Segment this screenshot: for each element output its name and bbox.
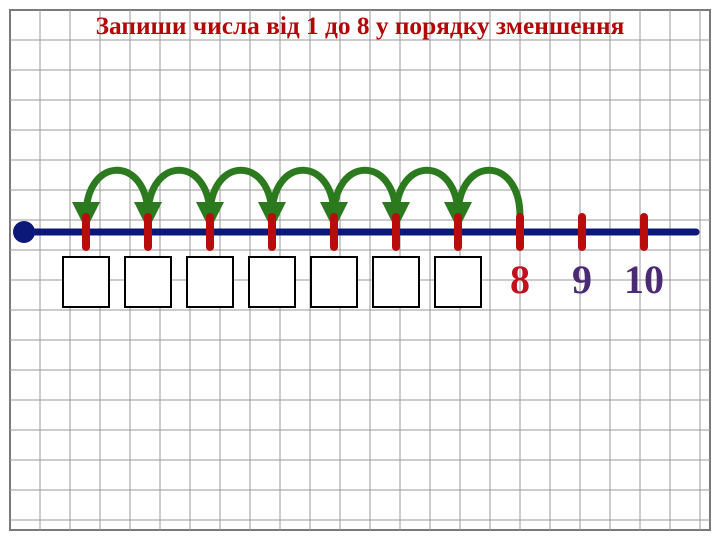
tick-label: 8 xyxy=(510,256,530,303)
worksheet-page: Запиши числа від 1 до 8 у порядку зменше… xyxy=(0,0,720,540)
tick-label: 10 xyxy=(624,256,664,303)
jump-arc xyxy=(334,170,396,216)
jump-arc xyxy=(210,170,272,216)
number-line-origin-dot xyxy=(13,221,35,243)
tick-label: 9 xyxy=(572,256,592,303)
jump-arc xyxy=(86,170,148,216)
answer-box[interactable] xyxy=(62,256,110,308)
answer-box[interactable] xyxy=(310,256,358,308)
jump-arcs xyxy=(86,170,520,216)
jump-arc xyxy=(148,170,210,216)
answer-box[interactable] xyxy=(124,256,172,308)
jump-arc xyxy=(396,170,458,216)
answer-box[interactable] xyxy=(372,256,420,308)
jump-arc xyxy=(458,170,520,216)
answer-box[interactable] xyxy=(434,256,482,308)
jump-arc xyxy=(272,170,334,216)
answer-box[interactable] xyxy=(248,256,296,308)
answer-box[interactable] xyxy=(186,256,234,308)
